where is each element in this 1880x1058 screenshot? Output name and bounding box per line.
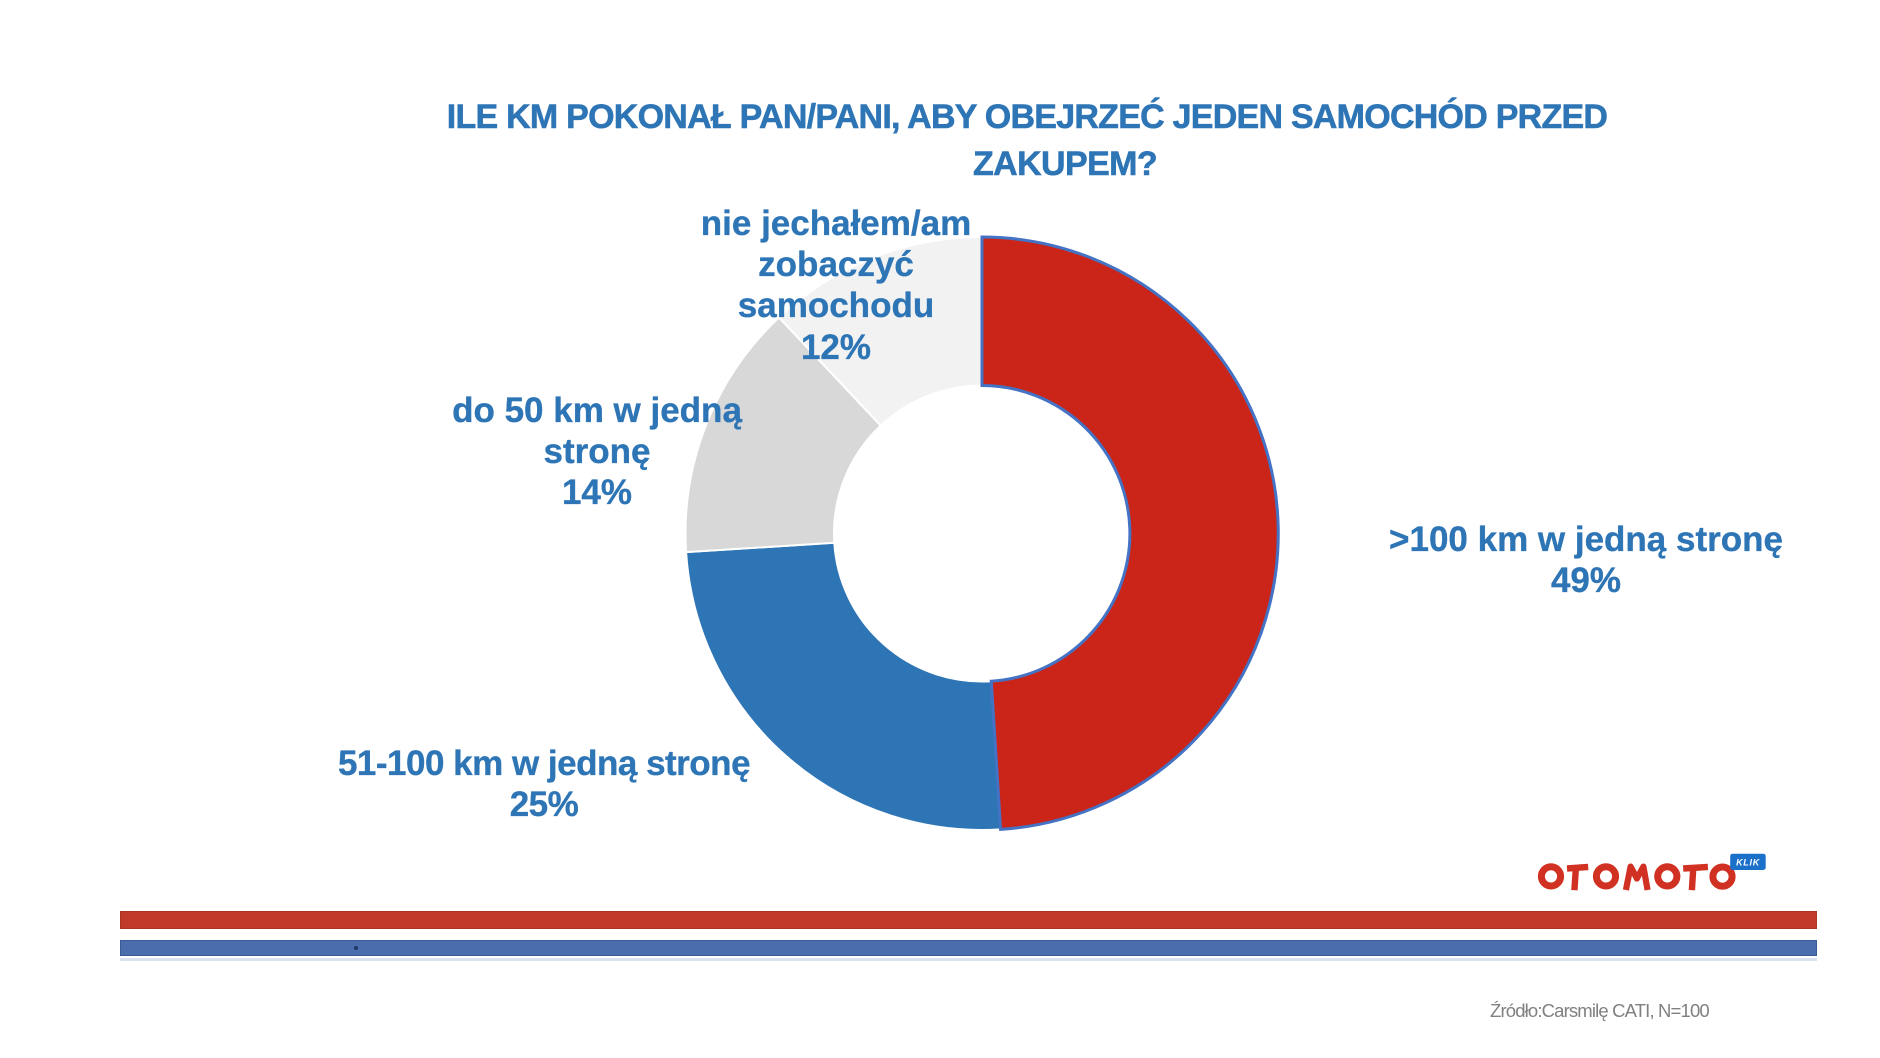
svg-text:KLIK: KLIK xyxy=(1736,858,1761,868)
